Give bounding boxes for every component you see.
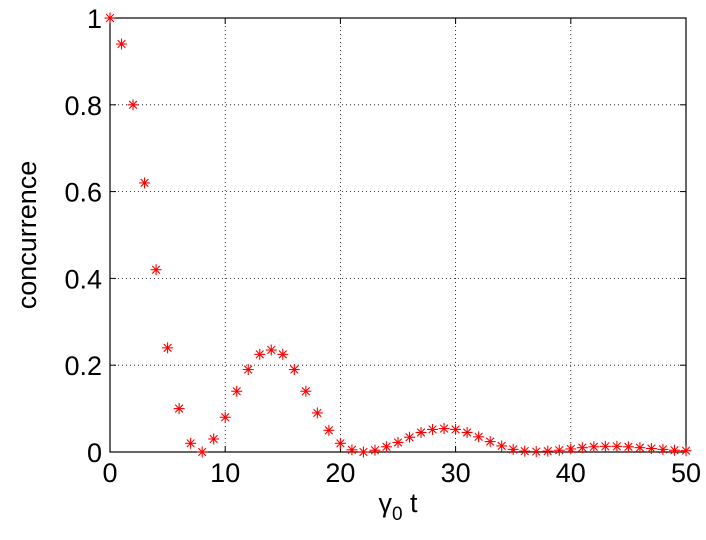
data-point [530, 446, 542, 458]
data-point [565, 443, 577, 455]
data-point [542, 445, 554, 457]
y-tick-label: 0.2 [64, 351, 102, 381]
data-point [438, 423, 450, 435]
data-point [461, 426, 473, 438]
data-point [450, 423, 462, 435]
x-tick-label: 40 [556, 458, 586, 488]
axis-ticks: 0 10 20 30 40 50 0 0.2 0.4 0.6 0.8 1 [64, 4, 701, 488]
x-tick-label: 10 [210, 458, 240, 488]
data-point [346, 444, 358, 456]
data-point [404, 431, 416, 443]
y-tick-label: 1 [87, 4, 102, 34]
y-axis-label: concurrence [12, 161, 42, 310]
data-point [484, 436, 496, 448]
data-point [588, 441, 600, 453]
data-point [519, 445, 531, 457]
data-point [231, 385, 243, 397]
x-tick-label: 30 [441, 458, 471, 488]
data-point [139, 177, 151, 189]
data-point [323, 424, 335, 436]
data-point [265, 344, 277, 356]
data-point [680, 445, 692, 457]
data-point [553, 444, 565, 456]
data-point [311, 407, 323, 419]
data-point [668, 444, 680, 456]
data-point [576, 442, 588, 454]
data-point [288, 364, 300, 376]
x-tick-label: 20 [325, 458, 355, 488]
x-axis-label-symbol: γ [378, 488, 392, 518]
data-point [254, 348, 266, 360]
x-axis-label: γ0 t [378, 488, 418, 525]
data-point [634, 442, 646, 454]
data-point [369, 444, 381, 456]
data-point [611, 440, 623, 452]
data-point [473, 431, 485, 443]
data-point [380, 441, 392, 453]
data-point [427, 423, 439, 435]
data-point [300, 385, 312, 397]
data-point [507, 443, 519, 455]
data-point [392, 436, 404, 448]
data-point [599, 440, 611, 452]
data-point [150, 264, 162, 276]
data-point [173, 403, 185, 415]
data-point [116, 38, 128, 50]
data-point [645, 443, 657, 455]
grid-lines [110, 18, 686, 452]
x-axis-label-suffix: t [403, 488, 419, 518]
data-point [162, 342, 174, 354]
plot-frame [109, 17, 687, 453]
data-series [104, 12, 692, 458]
x-axis-label-subscript: 0 [392, 504, 403, 525]
data-point [496, 440, 508, 452]
y-tick-label: 0.6 [64, 178, 102, 208]
data-point [196, 446, 208, 458]
data-point [357, 446, 369, 458]
data-point [622, 441, 634, 453]
data-point [415, 426, 427, 438]
data-point [657, 443, 669, 455]
x-tick-label: 0 [102, 458, 117, 488]
data-point [104, 12, 116, 24]
y-tick-label: 0.8 [64, 91, 102, 121]
y-tick-label: 0.4 [64, 264, 102, 294]
data-point [277, 348, 289, 360]
data-point [185, 437, 197, 449]
data-point [242, 364, 254, 376]
data-point [334, 437, 346, 449]
y-tick-label: 0 [87, 438, 102, 468]
data-point [208, 433, 220, 445]
data-point [127, 99, 139, 111]
x-tick-label: 50 [671, 458, 701, 488]
data-point [219, 411, 231, 423]
